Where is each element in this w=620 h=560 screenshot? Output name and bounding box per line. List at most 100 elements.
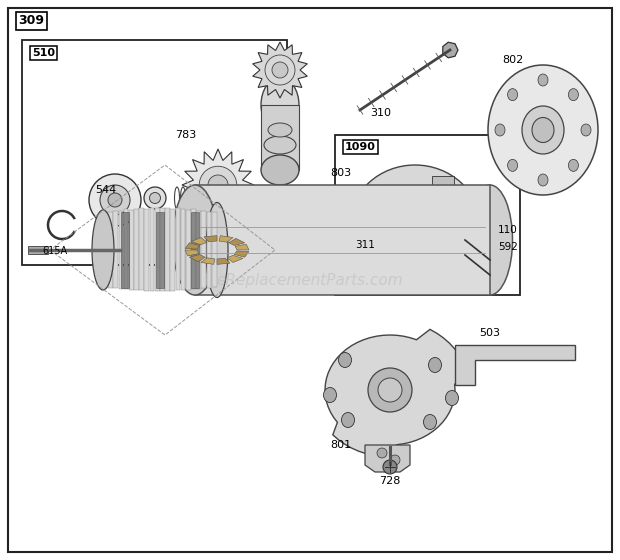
Circle shape <box>485 265 495 275</box>
Circle shape <box>272 62 288 78</box>
Polygon shape <box>182 149 254 221</box>
Polygon shape <box>185 250 199 256</box>
Circle shape <box>383 460 397 474</box>
Circle shape <box>208 175 228 195</box>
Bar <box>445 236 469 254</box>
Polygon shape <box>229 239 245 245</box>
Bar <box>160 208 165 291</box>
Text: 310: 310 <box>370 108 391 118</box>
Polygon shape <box>261 105 299 170</box>
Ellipse shape <box>532 118 554 142</box>
Bar <box>206 212 211 288</box>
Bar <box>180 209 185 290</box>
Text: eReplacementParts.com: eReplacementParts.com <box>216 273 404 287</box>
Ellipse shape <box>423 414 436 430</box>
Polygon shape <box>217 258 230 264</box>
Bar <box>28 246 48 254</box>
Bar <box>195 185 490 295</box>
Ellipse shape <box>206 203 228 297</box>
Ellipse shape <box>467 185 513 295</box>
Circle shape <box>390 455 400 465</box>
Ellipse shape <box>428 357 441 372</box>
Ellipse shape <box>339 352 352 367</box>
Ellipse shape <box>508 160 518 171</box>
Bar <box>349 200 377 220</box>
Text: 783: 783 <box>175 130 197 140</box>
Bar <box>364 255 386 271</box>
Bar <box>197 211 201 289</box>
Bar <box>22 40 287 265</box>
Bar <box>191 212 199 288</box>
Text: 510: 510 <box>32 48 55 58</box>
Ellipse shape <box>261 155 299 185</box>
Bar <box>134 209 139 290</box>
Bar <box>129 209 133 290</box>
Ellipse shape <box>488 65 598 195</box>
Ellipse shape <box>149 193 161 203</box>
Polygon shape <box>201 258 215 264</box>
Bar <box>108 212 113 288</box>
Bar <box>103 212 108 287</box>
Polygon shape <box>189 254 205 262</box>
Ellipse shape <box>89 174 141 226</box>
Ellipse shape <box>172 185 218 295</box>
Bar <box>432 176 454 194</box>
Text: 592: 592 <box>498 242 518 252</box>
Bar <box>212 212 216 287</box>
Bar <box>118 211 123 289</box>
Ellipse shape <box>446 390 459 405</box>
Polygon shape <box>191 237 207 245</box>
Bar <box>165 208 170 291</box>
Ellipse shape <box>522 106 564 154</box>
Bar <box>140 208 144 290</box>
Text: 615A: 615A <box>42 246 67 256</box>
Polygon shape <box>325 329 468 457</box>
Polygon shape <box>227 255 243 263</box>
Polygon shape <box>219 236 233 242</box>
Circle shape <box>199 166 237 204</box>
Ellipse shape <box>268 123 292 137</box>
Ellipse shape <box>108 193 122 207</box>
Circle shape <box>378 378 402 402</box>
Text: 110: 110 <box>498 225 518 235</box>
Bar <box>155 208 159 291</box>
Bar <box>144 208 149 291</box>
Text: 802: 802 <box>502 55 523 65</box>
Text: 311: 311 <box>355 240 375 250</box>
Text: 544: 544 <box>95 185 117 195</box>
Bar <box>175 208 180 290</box>
Circle shape <box>377 448 387 458</box>
Ellipse shape <box>324 388 337 403</box>
Text: 803: 803 <box>330 168 351 178</box>
Ellipse shape <box>569 88 578 101</box>
Polygon shape <box>253 42 308 98</box>
Ellipse shape <box>379 191 451 259</box>
Ellipse shape <box>538 174 548 186</box>
Circle shape <box>265 55 295 85</box>
Ellipse shape <box>350 165 480 285</box>
Ellipse shape <box>495 124 505 136</box>
Circle shape <box>368 368 412 412</box>
Bar <box>124 209 128 289</box>
Bar <box>170 208 175 291</box>
Bar <box>335 135 520 295</box>
Bar <box>202 211 206 288</box>
Ellipse shape <box>92 210 114 290</box>
Ellipse shape <box>538 74 548 86</box>
Ellipse shape <box>508 88 518 101</box>
Polygon shape <box>235 244 249 250</box>
Text: 728: 728 <box>379 476 401 486</box>
Bar <box>113 211 118 288</box>
Bar <box>121 212 129 288</box>
Polygon shape <box>443 42 458 58</box>
Polygon shape <box>365 445 410 472</box>
Bar <box>149 208 154 291</box>
Ellipse shape <box>264 136 296 154</box>
Polygon shape <box>204 236 217 242</box>
Text: 503: 503 <box>479 328 500 338</box>
Text: 1090: 1090 <box>345 142 376 152</box>
Ellipse shape <box>144 187 166 209</box>
Ellipse shape <box>569 160 578 171</box>
Bar <box>191 209 196 289</box>
Ellipse shape <box>261 77 299 133</box>
